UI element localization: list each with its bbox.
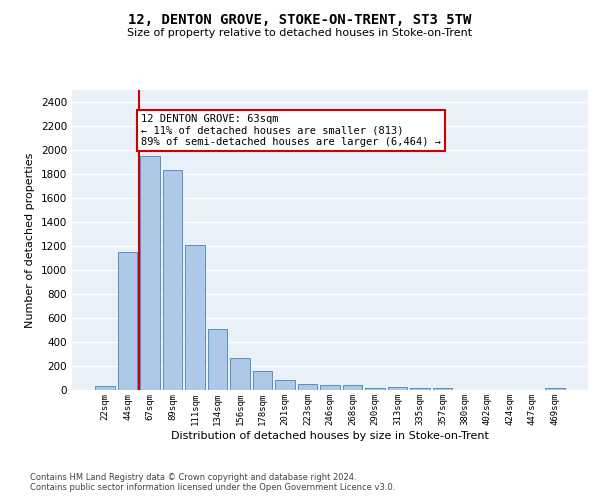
Y-axis label: Number of detached properties: Number of detached properties bbox=[25, 152, 35, 328]
Bar bbox=[208, 329, 227, 390]
X-axis label: Distribution of detached houses by size in Stoke-on-Trent: Distribution of detached houses by size … bbox=[171, 430, 489, 440]
Bar bbox=[388, 387, 407, 390]
Bar bbox=[365, 388, 385, 390]
Bar bbox=[343, 385, 362, 390]
Bar bbox=[185, 246, 205, 390]
Bar bbox=[253, 372, 272, 390]
Bar bbox=[275, 380, 295, 390]
Bar bbox=[230, 358, 250, 390]
Bar bbox=[320, 384, 340, 390]
Bar bbox=[163, 170, 182, 390]
Text: Size of property relative to detached houses in Stoke-on-Trent: Size of property relative to detached ho… bbox=[127, 28, 473, 38]
Text: Contains public sector information licensed under the Open Government Licence v3: Contains public sector information licen… bbox=[30, 484, 395, 492]
Bar bbox=[118, 252, 137, 390]
Text: Contains HM Land Registry data © Crown copyright and database right 2024.: Contains HM Land Registry data © Crown c… bbox=[30, 474, 356, 482]
Text: 12, DENTON GROVE, STOKE-ON-TRENT, ST3 5TW: 12, DENTON GROVE, STOKE-ON-TRENT, ST3 5T… bbox=[128, 12, 472, 26]
Bar bbox=[140, 156, 160, 390]
Bar bbox=[95, 386, 115, 390]
Bar bbox=[433, 388, 452, 390]
Bar bbox=[410, 388, 430, 390]
Text: 12 DENTON GROVE: 63sqm
← 11% of detached houses are smaller (813)
89% of semi-de: 12 DENTON GROVE: 63sqm ← 11% of detached… bbox=[141, 114, 441, 147]
Bar bbox=[545, 388, 565, 390]
Bar bbox=[298, 384, 317, 390]
